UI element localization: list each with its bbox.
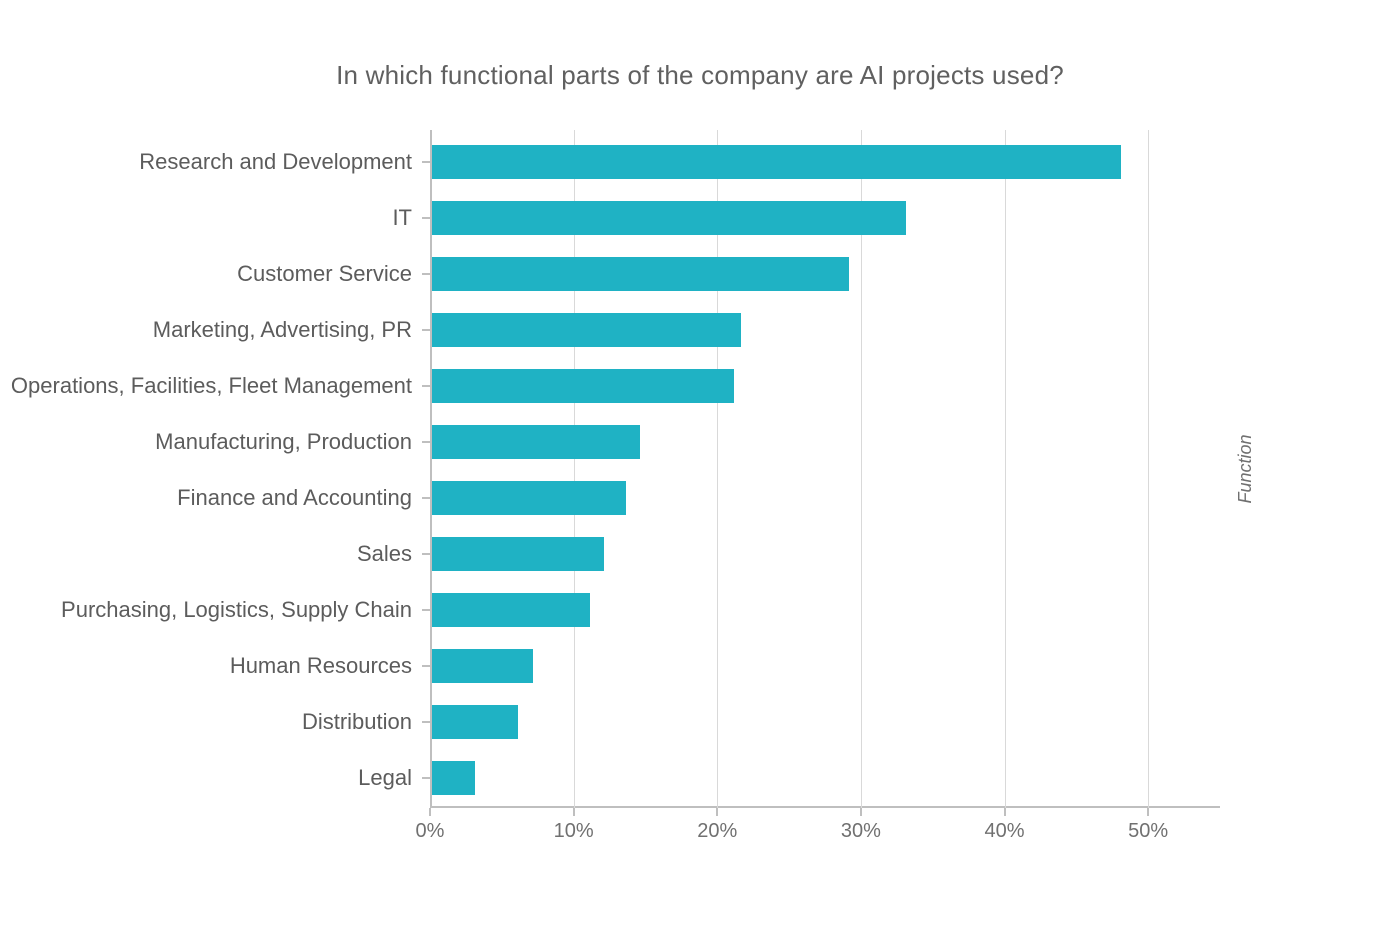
category-label: Legal [358, 765, 430, 791]
bar-row: Manufacturing, Production [430, 414, 1220, 470]
category-label: Finance and Accounting [177, 485, 430, 511]
y-axis-title: Function [1235, 434, 1256, 503]
bar-row: Customer Service [430, 246, 1220, 302]
x-tick-label: 10% [554, 820, 594, 843]
x-tick-mark [1004, 808, 1006, 816]
x-tick-label: 20% [697, 820, 737, 843]
category-label: Customer Service [237, 261, 430, 287]
plot-area: Function 0%10%20%30%40%50%Research and D… [430, 130, 1220, 808]
bar-row: Marketing, Advertising, PR [430, 302, 1220, 358]
x-tick-label: 30% [841, 820, 881, 843]
bar [432, 425, 640, 459]
bar [432, 145, 1121, 179]
bar [432, 369, 734, 403]
x-tick-label: 40% [985, 820, 1025, 843]
bar [432, 257, 849, 291]
x-tick-mark [716, 808, 718, 816]
category-label: Purchasing, Logistics, Supply Chain [61, 597, 430, 623]
category-label: Research and Development [139, 149, 430, 175]
x-tick-label: 0% [416, 820, 445, 843]
x-tick-mark [860, 808, 862, 816]
chart-container: In which functional parts of the company… [0, 0, 1400, 950]
bar [432, 481, 626, 515]
bar [432, 705, 518, 739]
bar-row: IT [430, 190, 1220, 246]
bar [432, 201, 906, 235]
x-tick-mark [429, 808, 431, 816]
chart-title: In which functional parts of the company… [0, 60, 1400, 91]
bar-row: Distribution [430, 694, 1220, 750]
bar-row: Sales [430, 526, 1220, 582]
category-label: Distribution [302, 709, 430, 735]
bar-row: Finance and Accounting [430, 470, 1220, 526]
category-label: Marketing, Advertising, PR [153, 317, 430, 343]
bar [432, 537, 604, 571]
bar [432, 761, 475, 795]
bar [432, 313, 741, 347]
bar-row: Human Resources [430, 638, 1220, 694]
x-tick-mark [1147, 808, 1149, 816]
category-label: Operations, Facilities, Fleet Management [11, 373, 430, 399]
bar-row: Operations, Facilities, Fleet Management [430, 358, 1220, 414]
bar-row: Research and Development [430, 134, 1220, 190]
category-label: Sales [357, 541, 430, 567]
x-tick-label: 50% [1128, 820, 1168, 843]
bar [432, 649, 533, 683]
category-label: IT [392, 205, 430, 231]
x-axis [430, 806, 1220, 808]
x-tick-mark [573, 808, 575, 816]
category-label: Manufacturing, Production [155, 429, 430, 455]
bar-row: Purchasing, Logistics, Supply Chain [430, 582, 1220, 638]
bar [432, 593, 590, 627]
category-label: Human Resources [230, 653, 430, 679]
bar-row: Legal [430, 750, 1220, 806]
